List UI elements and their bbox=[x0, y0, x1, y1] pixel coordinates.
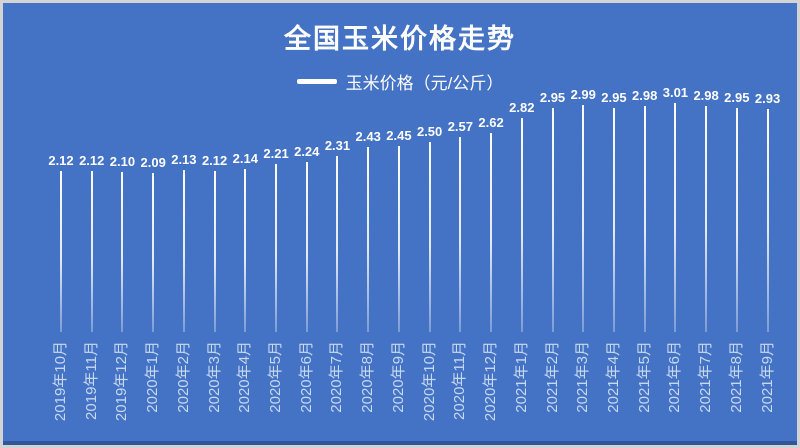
legend-label: 玉米价格（元/公斤） bbox=[345, 74, 504, 93]
x-axis-label: 2021年2月 bbox=[543, 341, 561, 413]
value-label: 2.43 bbox=[355, 129, 381, 145]
x-axis-label: 2020年1月 bbox=[144, 341, 162, 413]
x-axis-label: 2020年9月 bbox=[389, 341, 407, 413]
bar bbox=[275, 164, 278, 332]
x-axis-label: 2021年9月 bbox=[758, 341, 776, 413]
value-label: 2.13 bbox=[171, 152, 197, 168]
bar bbox=[397, 145, 400, 332]
x-axis-label: 2021年8月 bbox=[727, 341, 745, 413]
bar bbox=[336, 156, 339, 332]
bar bbox=[459, 136, 462, 332]
legend: 玉米价格（元/公斤） bbox=[0, 69, 800, 94]
value-label: 2.62 bbox=[478, 114, 504, 130]
bar bbox=[582, 104, 585, 332]
value-label: 2.99 bbox=[570, 86, 596, 102]
bar bbox=[90, 170, 93, 332]
x-axis-label: 2019年11月 bbox=[82, 341, 100, 420]
value-label: 2.57 bbox=[447, 118, 474, 134]
value-label: 2.50 bbox=[416, 124, 443, 139]
bar bbox=[428, 142, 431, 332]
value-label: 2.98 bbox=[693, 87, 719, 103]
value-label: 2.12 bbox=[201, 152, 228, 168]
bar bbox=[735, 107, 738, 332]
x-axis-label: 2020年7月 bbox=[328, 341, 346, 413]
x-axis-label: 2020年10月 bbox=[420, 341, 438, 422]
bar bbox=[643, 105, 646, 332]
value-label: 2.95 bbox=[724, 89, 750, 105]
bar bbox=[121, 172, 124, 332]
value-label: 2.12 bbox=[79, 152, 105, 168]
value-label: 2.14 bbox=[232, 151, 258, 167]
value-label: 2.31 bbox=[324, 138, 351, 154]
x-axis-label: 2020年2月 bbox=[174, 341, 192, 413]
bar bbox=[705, 105, 708, 332]
value-label: 2.82 bbox=[509, 99, 535, 115]
x-axis-label: 2020年6月 bbox=[297, 341, 315, 413]
value-label: 3.01 bbox=[662, 85, 689, 101]
bar bbox=[520, 117, 523, 332]
chart-title: 全国玉米价格走势 bbox=[284, 24, 516, 54]
bottom-shade bbox=[3, 441, 797, 445]
value-label: 2.93 bbox=[754, 91, 781, 107]
x-axis-label: 2020年11月 bbox=[451, 341, 469, 420]
x-axis-label: 2021年1月 bbox=[512, 341, 530, 413]
x-axis-label: 2019年12月 bbox=[113, 341, 131, 422]
legend-line-icon bbox=[296, 79, 337, 84]
bar bbox=[213, 170, 216, 332]
x-axis-label: 2021年3月 bbox=[574, 341, 592, 413]
x-axis-label: 2020年12月 bbox=[482, 341, 500, 422]
bar bbox=[182, 170, 185, 332]
x-axis-label: 2021年7月 bbox=[697, 341, 715, 413]
value-label: 2.24 bbox=[294, 143, 320, 159]
bar bbox=[152, 173, 155, 332]
bar bbox=[490, 132, 493, 332]
bar bbox=[60, 170, 62, 332]
x-axis-label: 2020年8月 bbox=[359, 341, 377, 413]
bar bbox=[244, 169, 247, 332]
bar bbox=[674, 103, 677, 332]
value-label: 2.95 bbox=[539, 89, 566, 105]
x-axis-label: 2020年3月 bbox=[205, 341, 223, 413]
value-label: 2.98 bbox=[632, 87, 658, 103]
value-label: 2.09 bbox=[140, 155, 166, 171]
value-label: 2.21 bbox=[263, 146, 289, 162]
x-axis-label: 2021年5月 bbox=[635, 341, 653, 413]
x-axis-label: 2021年4月 bbox=[604, 341, 622, 413]
x-axis-label: 2021年6月 bbox=[666, 341, 684, 413]
x-axis-label: 2020年5月 bbox=[267, 341, 285, 413]
value-label: 2.95 bbox=[601, 89, 627, 105]
value-label: 2.10 bbox=[109, 154, 136, 170]
bar bbox=[551, 107, 554, 332]
bar bbox=[367, 147, 370, 332]
value-label: 2.12 bbox=[48, 152, 74, 168]
bar bbox=[612, 107, 615, 332]
x-axis-label: 2019年10月 bbox=[52, 341, 69, 422]
bar bbox=[766, 109, 769, 332]
x-axis-label: 2020年4月 bbox=[236, 341, 254, 413]
value-label: 2.45 bbox=[386, 127, 412, 143]
bar bbox=[305, 161, 308, 332]
